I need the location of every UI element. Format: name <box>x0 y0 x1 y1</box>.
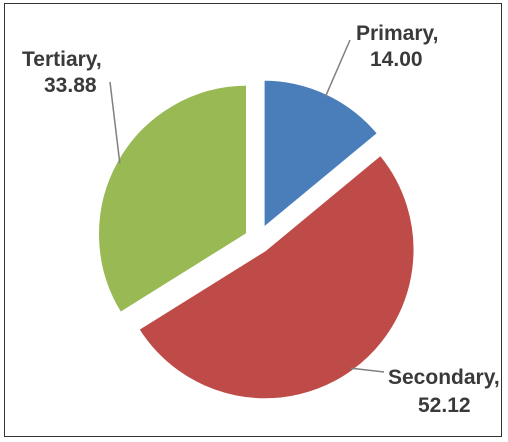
leader-line-primary <box>324 39 351 98</box>
leader-lines <box>109 39 385 373</box>
slice-value-tertiary: 33.88 <box>44 74 97 97</box>
leader-line-secondary <box>350 367 385 373</box>
slice-label-secondary: Secondary, <box>388 366 500 389</box>
leader-line-tertiary <box>109 81 121 164</box>
pie-slices <box>96 77 417 402</box>
slice-value-secondary: 52.12 <box>418 394 471 417</box>
pie-slice-secondary <box>135 152 417 402</box>
slice-value-primary: 14.00 <box>370 48 423 71</box>
slice-label-tertiary: Tertiary, <box>22 48 102 71</box>
slice-label-primary: Primary, <box>356 22 439 45</box>
pie-slice-tertiary <box>96 82 250 316</box>
